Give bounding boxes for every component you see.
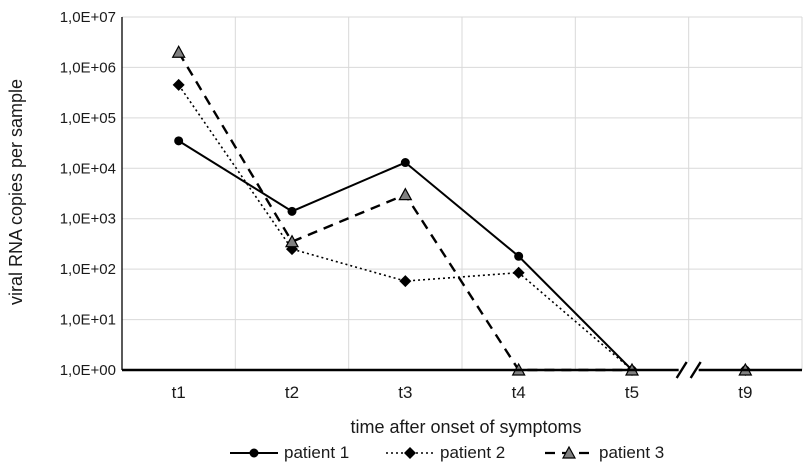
legend-marker xyxy=(249,448,259,458)
axis-break-slash xyxy=(689,361,702,379)
patient-3-point xyxy=(171,44,186,58)
y-tick-label: 1,0E+00 xyxy=(60,362,116,379)
legend-marker xyxy=(561,445,577,459)
patient-1-point xyxy=(287,206,297,216)
y-axis-title: viral RNA copies per sample xyxy=(6,79,26,305)
patient-1-point xyxy=(400,158,410,168)
patient-3-line xyxy=(177,51,632,372)
legend-item-patient-3: patient 3 xyxy=(545,443,664,462)
x-tick-label: t9 xyxy=(738,383,752,402)
grid-layer xyxy=(122,16,803,370)
patient-1-line xyxy=(178,140,633,371)
patient-3-point xyxy=(284,234,300,248)
patient-1-point xyxy=(174,136,184,146)
legend-item-patient-1: patient 1 xyxy=(230,443,349,462)
series-layer xyxy=(171,44,753,376)
legend-item-patient-2: patient 2 xyxy=(386,443,505,462)
y-tick-label: 1,0E+04 xyxy=(60,160,116,177)
legend-label: patient 1 xyxy=(284,443,349,462)
x-tick-label: t1 xyxy=(172,383,186,402)
x-tick-labels: t1 t2 t3 t4 t5 t9 xyxy=(172,383,753,402)
y-tick-label: 1,0E+06 xyxy=(60,59,116,76)
x-tick-label: t4 xyxy=(512,383,526,402)
y-tick-label: 1,0E+02 xyxy=(60,261,116,278)
patient-2-point xyxy=(512,266,525,279)
x-tick-label: t3 xyxy=(398,383,412,402)
legend-label: patient 3 xyxy=(599,443,664,462)
x-tick-label: t5 xyxy=(625,383,639,402)
x-axis-title: time after onset of symptoms xyxy=(350,417,581,437)
axis-break-slash xyxy=(675,361,688,379)
patient-3-point xyxy=(398,187,413,201)
y-tick-label: 1,0E+05 xyxy=(60,110,116,127)
patient-1-point xyxy=(514,251,524,261)
legend-label: patient 2 xyxy=(440,443,505,462)
axes-layer xyxy=(121,17,802,379)
y-tick-label: 1,0E+03 xyxy=(60,211,116,228)
legend: patient 1 patient 2 patient 3 xyxy=(230,443,664,462)
patient-2-point xyxy=(399,275,412,288)
patient-2-line xyxy=(178,84,633,371)
y-tick-label: 1,0E+07 xyxy=(60,9,116,26)
y-tick-labels: 1,0E+00 1,0E+01 1,0E+02 1,0E+03 1,0E+04 1,0E+… xyxy=(60,9,116,379)
x-tick-label: t2 xyxy=(285,383,299,402)
legend-marker xyxy=(404,447,416,459)
y-tick-label: 1,0E+01 xyxy=(60,312,116,329)
patient-2-point xyxy=(172,78,185,91)
